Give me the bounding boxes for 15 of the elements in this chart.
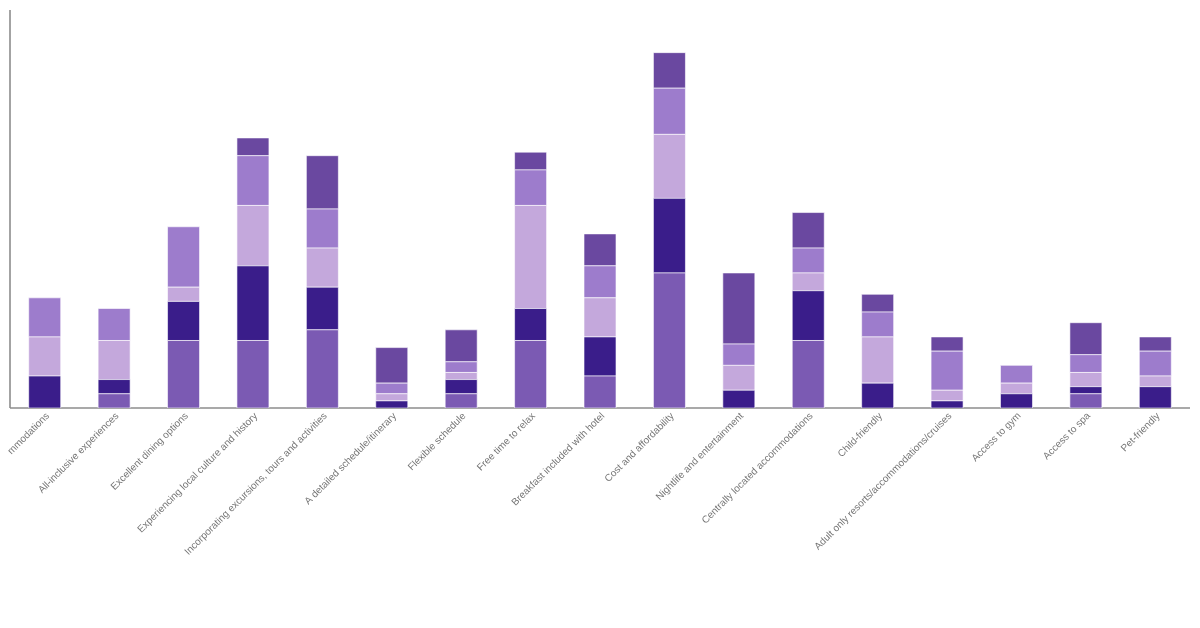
bar: [236, 265, 270, 341]
bar: [167, 301, 200, 341]
bar: [167, 340, 200, 408]
bar: [1139, 386, 1172, 408]
bar: [28, 375, 61, 408]
bar: [306, 286, 339, 331]
bar: [514, 340, 547, 408]
bar: [514, 308, 547, 341]
bar: [653, 198, 686, 274]
bar: [236, 340, 270, 408]
bar: [791, 290, 825, 341]
bar: [306, 329, 339, 408]
bar: [861, 383, 894, 408]
bar: [653, 272, 686, 408]
bar: [791, 340, 825, 408]
